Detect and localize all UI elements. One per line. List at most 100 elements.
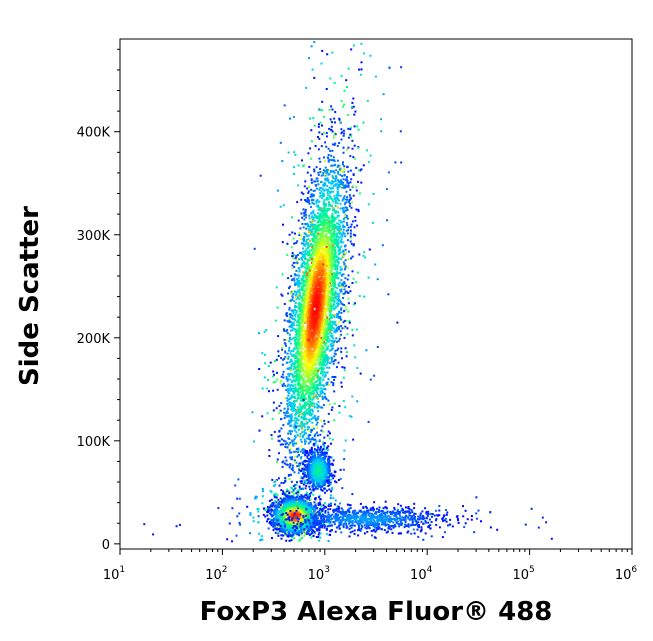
density-point xyxy=(313,272,316,275)
density-point xyxy=(300,347,303,350)
density-point xyxy=(333,419,336,422)
density-point xyxy=(385,188,388,191)
density-point xyxy=(339,202,342,205)
density-point xyxy=(340,228,343,231)
density-point xyxy=(326,283,328,286)
density-point xyxy=(280,375,283,378)
density-point xyxy=(345,207,348,209)
density-point xyxy=(328,266,331,269)
density-point xyxy=(336,267,339,270)
density-point xyxy=(323,332,326,335)
density-point xyxy=(306,365,309,368)
density-point xyxy=(317,265,320,268)
density-point xyxy=(312,393,315,396)
density-point xyxy=(295,269,298,272)
density-point xyxy=(309,386,312,389)
density-point xyxy=(318,335,321,338)
density-point xyxy=(352,44,355,47)
density-point xyxy=(291,267,294,270)
density-point xyxy=(308,406,311,409)
density-point xyxy=(291,298,294,301)
density-point xyxy=(336,298,339,301)
density-point xyxy=(307,395,310,398)
density-point xyxy=(308,297,311,300)
density-point xyxy=(258,429,261,432)
density-point xyxy=(280,481,283,484)
density-point xyxy=(291,404,294,407)
density-point xyxy=(328,242,330,245)
density-point xyxy=(325,88,328,90)
density-point xyxy=(328,322,331,325)
density-point xyxy=(328,314,331,317)
density-point xyxy=(282,204,285,207)
density-point xyxy=(338,405,341,407)
density-point xyxy=(307,316,310,319)
density-point xyxy=(314,353,317,356)
density-point xyxy=(319,215,322,218)
density-point xyxy=(312,391,315,394)
density-point xyxy=(304,346,307,349)
density-point xyxy=(322,304,325,307)
density-point xyxy=(286,442,289,445)
density-point xyxy=(302,306,305,309)
density-point xyxy=(323,300,326,303)
density-point xyxy=(296,240,299,243)
density-point xyxy=(312,297,315,300)
density-point xyxy=(296,366,299,369)
density-point xyxy=(302,318,305,321)
density-point xyxy=(355,189,358,192)
density-point xyxy=(307,403,310,405)
density-point xyxy=(302,343,305,345)
density-point xyxy=(302,247,305,250)
density-point xyxy=(318,223,321,226)
density-point xyxy=(346,266,349,269)
density-point xyxy=(303,426,306,428)
density-point xyxy=(345,320,348,323)
density-point xyxy=(325,170,328,173)
density-point xyxy=(347,184,350,187)
density-point xyxy=(324,295,327,298)
density-point xyxy=(309,405,311,408)
density-point xyxy=(324,337,326,340)
density-point xyxy=(293,266,296,269)
density-point xyxy=(326,251,328,254)
density-point xyxy=(322,404,325,406)
density-point xyxy=(317,316,320,319)
density-point xyxy=(305,312,308,315)
density-point xyxy=(293,392,296,395)
density-point xyxy=(300,310,303,313)
density-point xyxy=(325,212,328,215)
density-point xyxy=(321,295,324,298)
density-point xyxy=(300,488,303,491)
density-point xyxy=(329,312,332,315)
density-point xyxy=(328,298,330,301)
density-point xyxy=(309,365,312,368)
density-point xyxy=(301,395,304,398)
density-point xyxy=(341,357,343,360)
density-point xyxy=(285,459,288,462)
density-point xyxy=(288,438,291,440)
density-point xyxy=(282,443,284,446)
density-point xyxy=(350,242,353,245)
density-point xyxy=(322,338,325,341)
density-point xyxy=(303,340,306,343)
density-point xyxy=(330,240,332,243)
density-point xyxy=(317,220,320,223)
density-point xyxy=(318,137,321,140)
density-point xyxy=(312,316,315,319)
density-point xyxy=(318,268,321,271)
density-point xyxy=(310,373,313,376)
density-point xyxy=(258,332,260,335)
density-point xyxy=(288,419,291,422)
density-point xyxy=(338,327,340,330)
density-point xyxy=(316,418,319,421)
density-point xyxy=(323,340,326,343)
density-point xyxy=(309,282,312,285)
density-point xyxy=(317,262,320,265)
density-point xyxy=(341,366,344,369)
density-point xyxy=(310,299,313,302)
density-point xyxy=(327,287,330,290)
density-point xyxy=(314,324,317,327)
density-point xyxy=(307,271,310,274)
density-point xyxy=(346,224,349,226)
